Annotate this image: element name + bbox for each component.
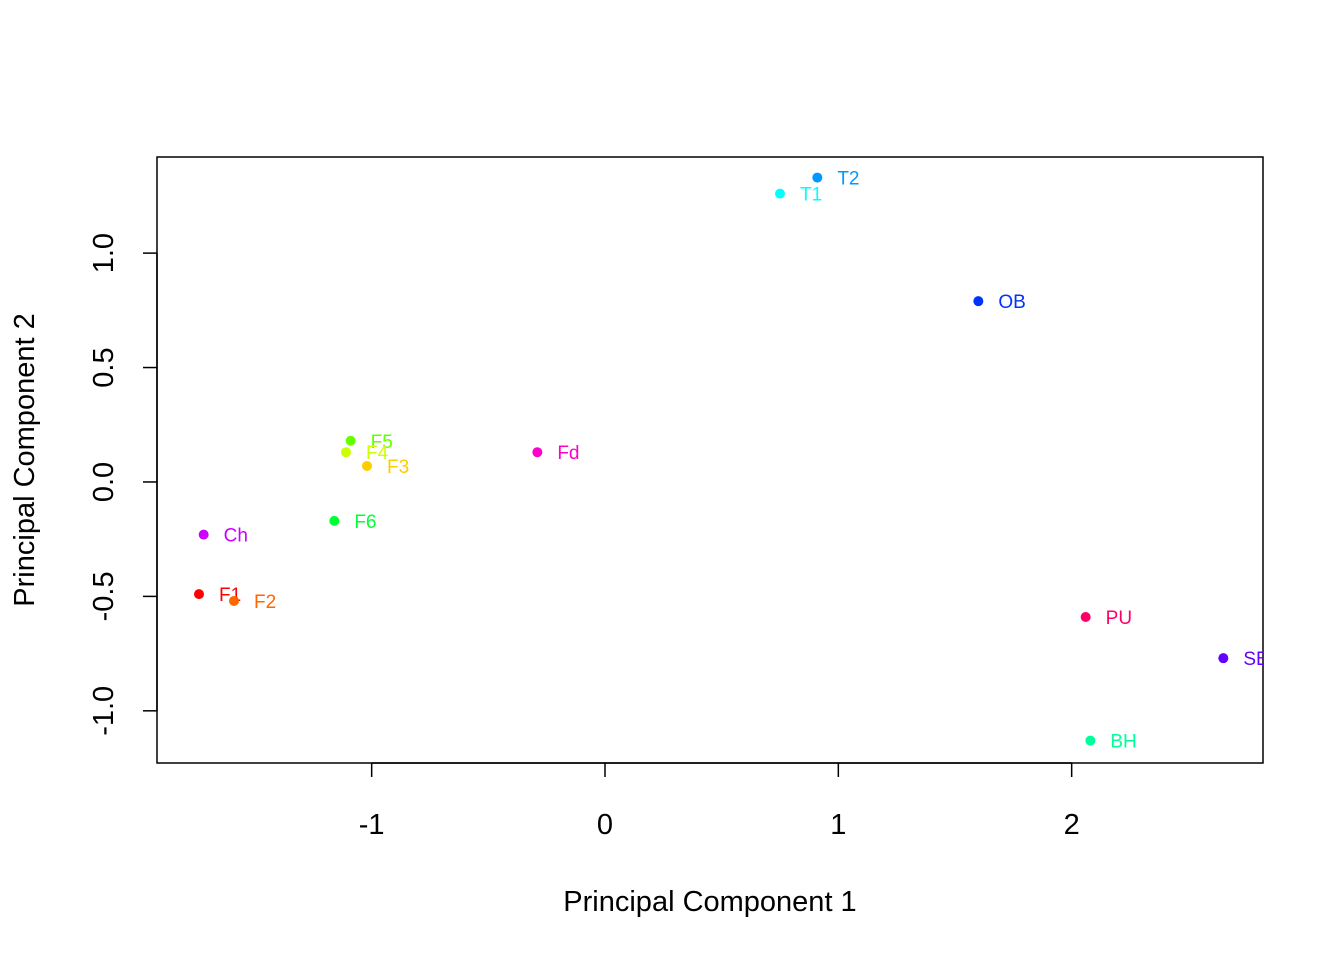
x-axis: -1 0 1 2 <box>359 762 1080 841</box>
x-tick-label: 0 <box>597 809 613 841</box>
plot-frame <box>156 156 1264 764</box>
point-label-t2: T2 <box>837 169 859 190</box>
data-point-f2 <box>229 595 239 606</box>
data-point-f4 <box>341 447 351 458</box>
data-point-fd <box>532 447 543 458</box>
data-point-f6 <box>329 515 340 526</box>
y-tick-label: 0.0 <box>88 462 120 502</box>
data-point-f5 <box>345 435 356 446</box>
y-tick-label: -1.0 <box>88 686 120 736</box>
point-label-f2: F2 <box>254 592 276 613</box>
x-tick-label: -1 <box>359 809 385 841</box>
point-label-f5: F5 <box>371 432 393 453</box>
y-axis-title: Principal Component 2 <box>9 313 41 606</box>
data-point-t1 <box>775 188 785 199</box>
x-axis-title: Principal Component 1 <box>563 886 856 918</box>
y-tick-label: -0.5 <box>88 571 120 621</box>
data-point-f3 <box>362 460 372 471</box>
point-label-sb: SB <box>1243 649 1268 670</box>
x-tick-label: 1 <box>830 809 846 841</box>
data-point-ch <box>198 529 209 540</box>
y-tick-label: 0.5 <box>88 347 120 387</box>
point-label-fd: Fd <box>557 443 579 464</box>
data-point-ob <box>973 296 984 307</box>
data-point-sb <box>1218 653 1229 664</box>
point-label-ch: Ch <box>224 526 248 547</box>
x-tick-label: 2 <box>1064 809 1080 841</box>
y-tick-label: 1.0 <box>88 233 120 273</box>
data-point-pu <box>1080 611 1091 622</box>
data-point-bh <box>1085 735 1096 746</box>
data-point-t2 <box>812 172 823 183</box>
point-label-ob: OB <box>998 292 1025 313</box>
point-label-f3: F3 <box>387 457 409 478</box>
y-axis: -1.0 -0.5 0.0 0.5 1.0 <box>88 233 158 736</box>
point-label-pu: PU <box>1106 608 1132 629</box>
data-point-f1 <box>194 589 204 600</box>
point-label-bh: BH <box>1110 732 1136 753</box>
point-label-f6: F6 <box>354 512 376 533</box>
point-label-f4: F4 <box>366 443 389 464</box>
point-label-t1: T1 <box>800 185 822 206</box>
